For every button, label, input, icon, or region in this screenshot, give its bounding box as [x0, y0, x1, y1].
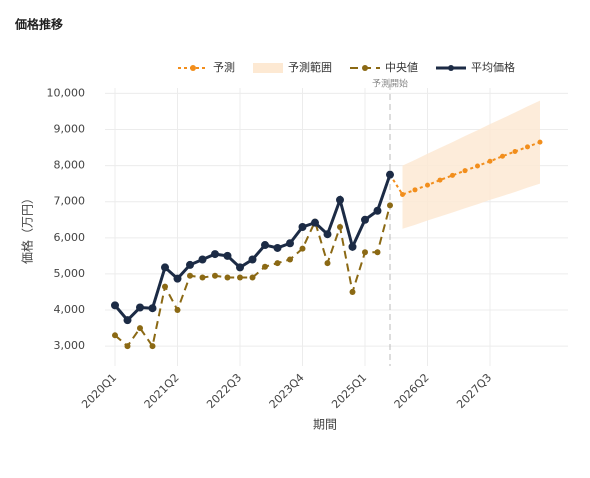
- x-tick-label: 2025Q1: [329, 371, 369, 411]
- legend-swatch: [448, 65, 454, 71]
- data-point: [349, 288, 356, 295]
- data-point: [124, 343, 131, 350]
- data-point: [512, 149, 518, 155]
- data-point: [274, 260, 281, 267]
- data-point: [261, 241, 269, 250]
- x-tick-label: 2027Q3: [454, 371, 494, 411]
- data-point: [425, 182, 430, 188]
- legend-label: 中央値: [385, 61, 418, 74]
- data-point: [337, 224, 343, 230]
- data-point: [437, 177, 443, 183]
- data-point: [323, 230, 332, 239]
- data-point: [286, 239, 294, 248]
- data-point: [500, 153, 505, 159]
- data-point: [475, 163, 480, 169]
- data-point: [248, 255, 257, 264]
- data-point: [136, 303, 144, 312]
- data-point: [450, 172, 455, 178]
- data-point: [111, 301, 119, 310]
- data-point: [236, 263, 244, 272]
- data-point: [211, 250, 219, 259]
- data-point: [224, 274, 231, 281]
- y-tick-label: 5,000: [54, 267, 86, 280]
- data-point: [186, 260, 194, 269]
- data-point: [262, 263, 268, 270]
- data-point: [123, 316, 132, 325]
- x-tick-label: 2022Q3: [204, 371, 244, 411]
- data-point: [162, 283, 168, 290]
- data-point: [537, 139, 543, 145]
- data-point: [174, 307, 181, 314]
- x-tick-label: 2023Q4: [267, 371, 307, 411]
- y-axis-title: 価格（万円）: [20, 192, 35, 264]
- data-point: [336, 195, 344, 204]
- data-point: [173, 274, 182, 283]
- data-point: [387, 202, 393, 209]
- annotation: 予測開始: [372, 78, 408, 90]
- data-point: [198, 255, 207, 264]
- data-point: [249, 274, 256, 281]
- legend-label: 予測範囲: [288, 60, 332, 74]
- data-point: [187, 272, 193, 279]
- chart-title: 価格推移: [14, 17, 63, 32]
- legend-swatch: [362, 65, 368, 71]
- data-point: [161, 263, 169, 272]
- data-point: [223, 251, 232, 260]
- y-tick-label: 7,000: [54, 195, 86, 208]
- data-point: [362, 249, 368, 256]
- y-tick-label: 9,000: [54, 123, 86, 136]
- data-point: [237, 274, 243, 281]
- legend-swatch: [190, 65, 196, 71]
- y-tick-label: 6,000: [54, 231, 86, 244]
- y-tick-label: 8,000: [54, 159, 86, 172]
- legend-label: 予測: [213, 60, 235, 74]
- data-point: [273, 243, 282, 252]
- x-tick-label: 2021Q2: [142, 371, 182, 411]
- data-point: [462, 168, 468, 174]
- data-point: [324, 260, 331, 267]
- forecast-band: [402, 100, 540, 229]
- data-point: [311, 218, 319, 227]
- data-point: [412, 187, 418, 193]
- data-point: [298, 223, 307, 231]
- data-point: [487, 158, 493, 164]
- data-point: [400, 192, 405, 198]
- data-point: [374, 249, 381, 256]
- y-tick-label: 3,000: [54, 339, 86, 352]
- data-point: [287, 256, 293, 263]
- x-tick-label: 2026Q2: [392, 371, 432, 411]
- data-point: [386, 170, 394, 179]
- data-point: [149, 343, 156, 350]
- data-point: [361, 215, 369, 224]
- data-point: [137, 325, 143, 332]
- data-point: [112, 332, 118, 339]
- data-point: [348, 242, 357, 251]
- data-point: [373, 206, 382, 215]
- y-tick-label: 4,000: [54, 303, 86, 316]
- data-point: [299, 245, 306, 252]
- legend-swatch: [253, 63, 283, 73]
- data-point: [199, 274, 206, 281]
- x-tick-label: 2020Q1: [79, 371, 119, 411]
- data-point: [148, 304, 157, 313]
- x-axis-title: 期間: [313, 418, 337, 432]
- data-point: [525, 144, 530, 150]
- legend-label: 平均価格: [471, 60, 515, 74]
- data-point: [212, 272, 218, 279]
- y-tick-label: 10,000: [47, 86, 86, 99]
